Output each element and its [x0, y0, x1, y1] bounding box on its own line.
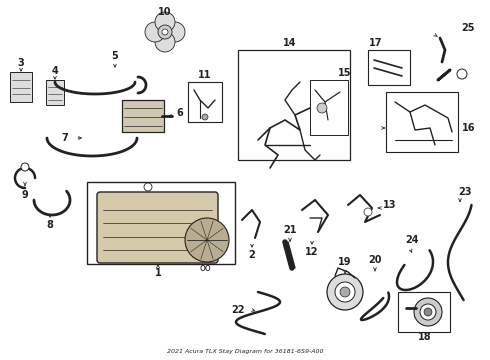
Text: 14: 14 [283, 38, 297, 48]
Circle shape [144, 183, 152, 191]
Text: 17: 17 [369, 38, 383, 48]
Bar [398, 292, 450, 332]
Text: 2021 Acura TLX Stay Diagram for 36181-6S9-A00: 2021 Acura TLX Stay Diagram for 36181-6S… [167, 349, 323, 354]
Text: 6: 6 [176, 108, 183, 118]
Text: 4: 4 [51, 66, 58, 76]
Circle shape [317, 103, 327, 113]
Text: 19: 19 [338, 257, 352, 267]
Text: 18: 18 [418, 332, 432, 342]
Text: 12: 12 [305, 247, 319, 257]
Bar [10, 72, 32, 102]
Bar [122, 100, 164, 132]
Bar [188, 82, 222, 122]
Text: 8: 8 [47, 220, 53, 230]
Text: 16: 16 [462, 123, 476, 133]
Circle shape [327, 274, 363, 310]
Circle shape [165, 22, 185, 42]
Circle shape [457, 69, 467, 79]
Text: 5: 5 [112, 51, 119, 61]
Circle shape [202, 114, 208, 120]
Bar [46, 80, 64, 105]
Circle shape [185, 218, 229, 262]
Circle shape [424, 308, 432, 316]
Text: 25: 25 [461, 23, 475, 33]
Circle shape [145, 22, 165, 42]
Text: 11: 11 [198, 70, 212, 80]
Text: 21: 21 [283, 225, 297, 235]
Bar [310, 80, 348, 135]
Bar [238, 50, 350, 160]
Bar [386, 92, 458, 152]
Circle shape [420, 304, 436, 320]
Text: 23: 23 [458, 187, 472, 197]
Circle shape [158, 25, 172, 39]
Text: 24: 24 [405, 235, 419, 245]
Text: 2: 2 [248, 250, 255, 260]
FancyBboxPatch shape [97, 192, 218, 263]
Text: oo: oo [199, 263, 211, 273]
Text: 3: 3 [18, 58, 24, 68]
Circle shape [364, 208, 372, 216]
Circle shape [335, 282, 355, 302]
Text: 7: 7 [62, 133, 69, 143]
Text: 10: 10 [158, 7, 172, 17]
Text: 9: 9 [22, 190, 28, 200]
Circle shape [155, 32, 175, 52]
Text: 1: 1 [155, 268, 161, 278]
Circle shape [414, 298, 442, 326]
Bar [368, 50, 410, 85]
Text: 20: 20 [368, 255, 382, 265]
Text: 22: 22 [231, 305, 245, 315]
Text: 15: 15 [338, 68, 352, 78]
Bar [87, 182, 235, 264]
Circle shape [21, 163, 29, 171]
Circle shape [155, 12, 175, 32]
Circle shape [340, 287, 350, 297]
Text: 13: 13 [383, 200, 397, 210]
Circle shape [162, 29, 168, 35]
